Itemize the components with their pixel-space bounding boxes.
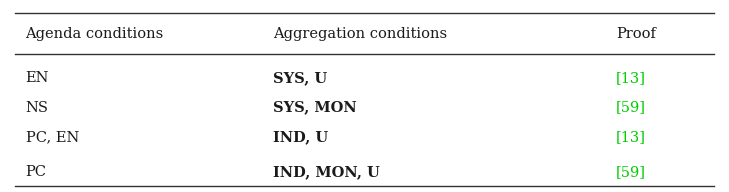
Text: Proof: Proof xyxy=(616,27,656,41)
Text: [13]: [13] xyxy=(616,71,646,85)
Text: EN: EN xyxy=(26,71,49,85)
Text: Aggregation conditions: Aggregation conditions xyxy=(273,27,448,41)
Text: SYS, U: SYS, U xyxy=(273,71,327,85)
Text: NS: NS xyxy=(26,101,49,114)
Text: [59]: [59] xyxy=(616,165,646,179)
Text: IND, MON, U: IND, MON, U xyxy=(273,165,380,179)
Text: IND, U: IND, U xyxy=(273,130,329,144)
Text: PC: PC xyxy=(26,165,47,179)
Text: SYS, MON: SYS, MON xyxy=(273,101,357,114)
Text: [59]: [59] xyxy=(616,101,646,114)
Text: [13]: [13] xyxy=(616,130,646,144)
Text: Agenda conditions: Agenda conditions xyxy=(26,27,164,41)
Text: PC, EN: PC, EN xyxy=(26,130,79,144)
